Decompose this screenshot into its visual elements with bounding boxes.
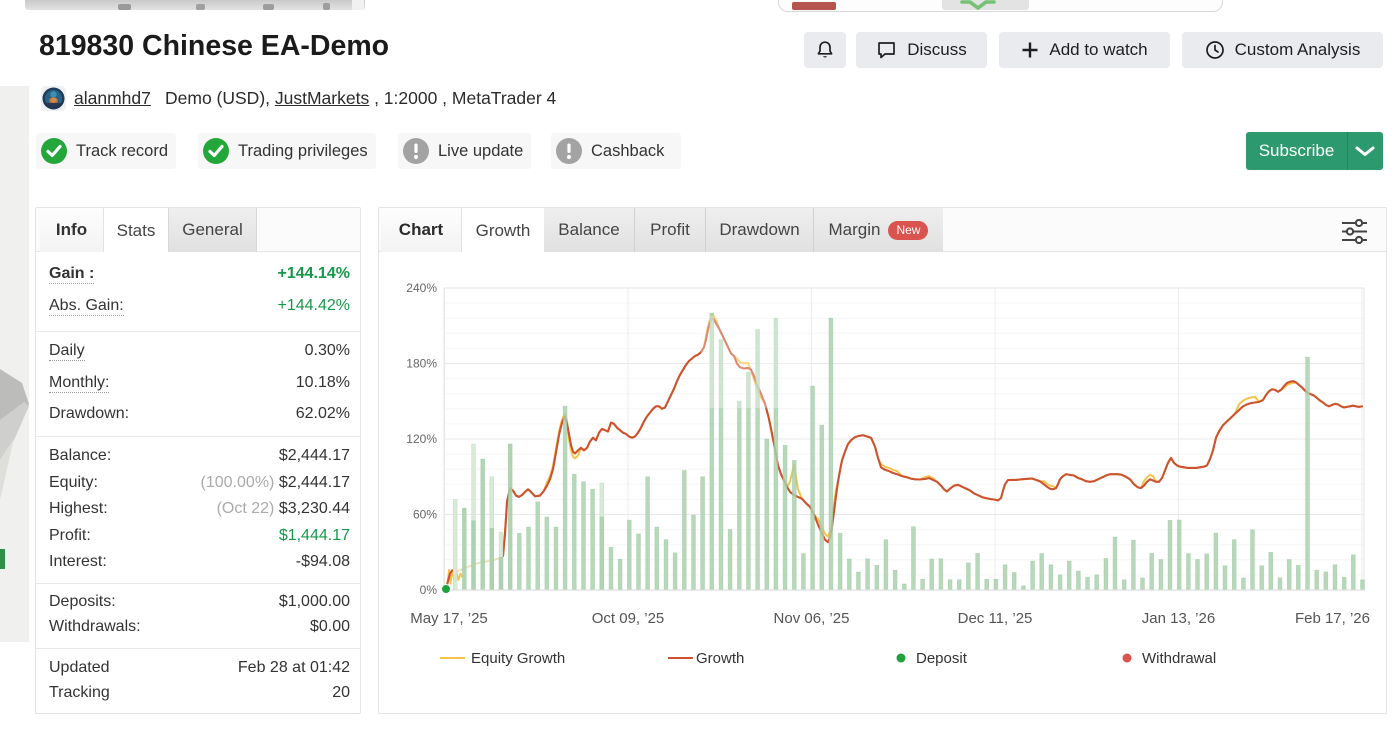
svg-text:60%: 60% [413, 508, 437, 522]
svg-text:120%: 120% [406, 432, 437, 446]
svg-text:0%: 0% [420, 583, 438, 597]
svg-text:Deposit: Deposit [916, 650, 968, 667]
svg-text:Equity Growth: Equity Growth [471, 650, 565, 667]
svg-text:Jan 13, ’26: Jan 13, ’26 [1142, 610, 1215, 627]
svg-text:May 17, ’25: May 17, ’25 [410, 610, 488, 627]
svg-text:180%: 180% [406, 357, 437, 371]
svg-text:Dec 11, ’25: Dec 11, ’25 [958, 610, 1033, 627]
svg-text:Nov 06, ’25: Nov 06, ’25 [774, 610, 850, 627]
svg-text:Feb 17, ’26: Feb 17, ’26 [1295, 610, 1370, 627]
svg-text:240%: 240% [406, 281, 437, 295]
svg-text:Withdrawal: Withdrawal [1142, 650, 1216, 667]
svg-text:Growth: Growth [696, 650, 744, 667]
svg-text:Oct 09, ’25: Oct 09, ’25 [592, 610, 665, 627]
